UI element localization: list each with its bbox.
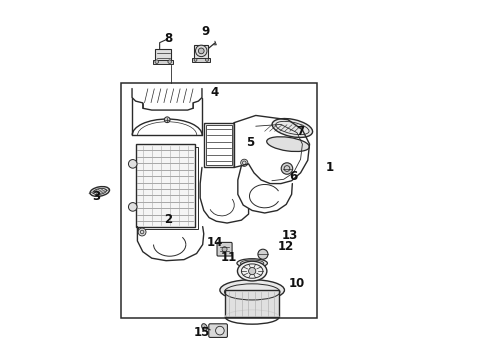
Ellipse shape — [202, 324, 207, 330]
Circle shape — [164, 117, 170, 123]
Circle shape — [198, 48, 204, 54]
Text: 8: 8 — [164, 32, 172, 45]
Bar — [204, 123, 234, 167]
Bar — [155, 49, 171, 63]
Circle shape — [168, 60, 172, 63]
Ellipse shape — [90, 186, 109, 196]
Text: 1: 1 — [325, 161, 333, 174]
Bar — [122, 83, 317, 318]
Text: 4: 4 — [210, 86, 219, 99]
Circle shape — [222, 247, 227, 252]
Bar — [139, 147, 197, 229]
Bar — [225, 290, 279, 317]
FancyBboxPatch shape — [217, 242, 232, 256]
Text: 12: 12 — [278, 240, 294, 253]
Circle shape — [128, 203, 137, 211]
Circle shape — [241, 159, 248, 166]
Circle shape — [155, 60, 159, 63]
Circle shape — [194, 58, 197, 61]
FancyBboxPatch shape — [209, 324, 227, 337]
Bar — [192, 58, 210, 62]
Text: 10: 10 — [289, 278, 305, 291]
Bar — [194, 45, 208, 59]
Text: 13: 13 — [282, 229, 298, 242]
Ellipse shape — [272, 118, 313, 138]
Ellipse shape — [238, 261, 267, 281]
Ellipse shape — [267, 137, 309, 152]
Text: 3: 3 — [92, 190, 100, 203]
Bar — [206, 125, 232, 165]
Text: 15: 15 — [194, 326, 210, 339]
Circle shape — [281, 163, 293, 174]
Text: 5: 5 — [246, 136, 254, 149]
Text: 6: 6 — [289, 170, 297, 183]
Circle shape — [128, 159, 137, 168]
Circle shape — [138, 228, 146, 236]
Bar — [136, 144, 195, 226]
Text: 9: 9 — [201, 25, 210, 38]
Text: 11: 11 — [220, 251, 237, 264]
Bar — [153, 60, 173, 64]
Text: 14: 14 — [206, 236, 223, 249]
Ellipse shape — [220, 280, 285, 301]
Ellipse shape — [237, 259, 268, 268]
Circle shape — [205, 58, 208, 61]
Text: 2: 2 — [164, 213, 172, 226]
Circle shape — [258, 249, 268, 259]
Circle shape — [248, 267, 256, 275]
Text: 7: 7 — [296, 125, 305, 138]
Circle shape — [216, 326, 224, 335]
Circle shape — [196, 45, 207, 57]
